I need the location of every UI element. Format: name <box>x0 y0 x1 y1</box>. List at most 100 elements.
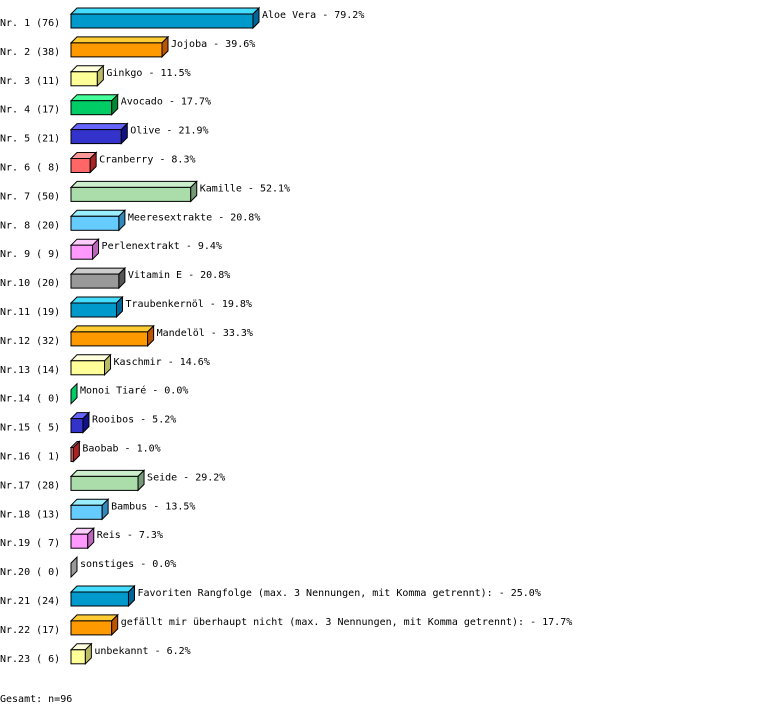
bar-top <box>69 325 155 333</box>
rank-label: Nr.22 (17) <box>0 625 60 636</box>
rank-label: Nr.21 (24) <box>0 596 60 607</box>
bar <box>70 273 120 289</box>
bar-top <box>69 180 198 188</box>
bar-side <box>118 266 126 290</box>
bar-side <box>161 35 169 59</box>
rank-label: Nr. 8 (20) <box>0 220 60 231</box>
rank-label: Nr.10 (20) <box>0 278 60 289</box>
bar-side <box>72 440 80 463</box>
bar-value-label: Cranberry - 8.3% <box>99 155 195 166</box>
bar-value-label: Vitamin E - 20.8% <box>128 270 230 281</box>
bar-value-label: Traubenkernöl - 19.8% <box>126 299 252 310</box>
total-label: Gesamt: n=96 <box>0 694 72 705</box>
bar-value-label: Avocado - 17.7% <box>121 97 211 108</box>
rank-label: Nr. 3 (11) <box>0 76 60 87</box>
bar <box>70 302 117 318</box>
bar-side <box>147 324 155 348</box>
bar-top <box>69 354 112 362</box>
bar <box>70 620 113 636</box>
bar <box>70 649 86 665</box>
bar-side <box>84 642 92 666</box>
bar-value-label: Kamille - 52.1% <box>200 183 290 194</box>
bar-side <box>89 151 97 174</box>
rank-label: Nr.23 ( 6) <box>0 654 60 665</box>
rank-label: Nr. 1 (76) <box>0 18 60 29</box>
bar <box>70 100 113 116</box>
bar-top <box>69 123 129 131</box>
rank-label: Nr. 6 ( 8) <box>0 163 60 174</box>
bar <box>70 186 192 202</box>
bar <box>70 215 120 231</box>
rank-label: Nr. 5 (21) <box>0 134 60 145</box>
bar-value-label: gefällt mir überhaupt nicht (max. 3 Nenn… <box>121 617 573 628</box>
bar-value-label: sonstiges - 0.0% <box>80 559 176 570</box>
bar-value-label: Perlenextrakt - 9.4% <box>102 241 222 252</box>
bar-top <box>69 7 261 15</box>
bar-value-label: Favoriten Rangfolge (max. 3 Nennungen, m… <box>137 588 540 599</box>
rank-label: Nr.19 ( 7) <box>0 538 60 549</box>
bar-side <box>87 526 95 550</box>
bar-side <box>137 469 145 492</box>
bar-value-label: Rooibos - 5.2% <box>92 415 176 426</box>
rank-label: Nr.12 (32) <box>0 336 60 347</box>
bar-value-label: Mandelöl - 33.3% <box>157 328 253 339</box>
bar-side <box>118 209 126 232</box>
bar-top <box>69 585 136 593</box>
bar <box>70 13 254 29</box>
bar-top <box>69 469 146 477</box>
rank-label: Nr.14 ( 0) <box>0 394 60 405</box>
bar <box>70 42 163 58</box>
bar <box>70 475 139 491</box>
bar <box>70 360 106 376</box>
bar-value-label: Jojoba - 39.6% <box>171 39 255 50</box>
bar <box>70 331 149 347</box>
bar-side <box>116 295 123 319</box>
bar-value-label: Ginkgo - 11.5% <box>106 68 190 79</box>
bar-side <box>111 93 119 116</box>
bar-side <box>104 353 112 377</box>
bar <box>70 158 91 173</box>
bar-side <box>70 555 78 579</box>
rank-label: Nr.11 (19) <box>0 307 60 318</box>
bar-top <box>69 94 119 102</box>
rank-label: Nr.18 (13) <box>0 509 60 520</box>
rank-label: Nr.17 (28) <box>0 480 60 491</box>
bar-side <box>190 180 198 203</box>
bar-value-label: Meeresextrakte - 20.8% <box>128 212 260 223</box>
bar-top <box>69 36 170 44</box>
bar-top <box>69 614 119 622</box>
bar-side <box>252 6 260 30</box>
bar-value-label: Baobab - 1.0% <box>82 444 160 455</box>
bar-value-label: Kaschmir - 14.6% <box>114 357 210 368</box>
bar <box>70 504 103 520</box>
bar-side <box>92 237 100 261</box>
rank-label: Nr.15 ( 5) <box>0 423 60 434</box>
rank-label: Nr. 7 (50) <box>0 191 60 202</box>
bar <box>70 591 129 607</box>
bar-side <box>120 122 128 145</box>
rank-label: Nr. 2 (38) <box>0 47 60 58</box>
bar-top <box>69 296 124 304</box>
bar-side <box>127 584 135 608</box>
bar <box>70 533 89 549</box>
rank-label: Nr. 4 (17) <box>0 105 60 116</box>
bar-side <box>101 498 109 521</box>
rank-label: Nr. 9 ( 9) <box>0 249 60 260</box>
bar <box>70 244 94 260</box>
bar-side <box>70 382 78 405</box>
rank-label: Nr.13 (14) <box>0 365 60 376</box>
bar-side <box>82 411 90 434</box>
bar <box>70 129 122 145</box>
bar-value-label: Reis - 7.3% <box>97 530 163 541</box>
bar-value-label: Monoi Tiaré - 0.0% <box>80 385 188 397</box>
bar-side <box>111 613 119 637</box>
bar <box>70 418 84 434</box>
bar <box>70 71 98 87</box>
bar-value-label: Olive - 21.9% <box>130 126 208 137</box>
bar-top <box>69 267 127 275</box>
bar-value-label: Aloe Vera - 79.2% <box>262 10 364 21</box>
bar-side <box>96 64 104 88</box>
bar-value-label: unbekannt - 6.2% <box>94 646 190 657</box>
rank-label: Nr.16 ( 1) <box>0 452 60 463</box>
